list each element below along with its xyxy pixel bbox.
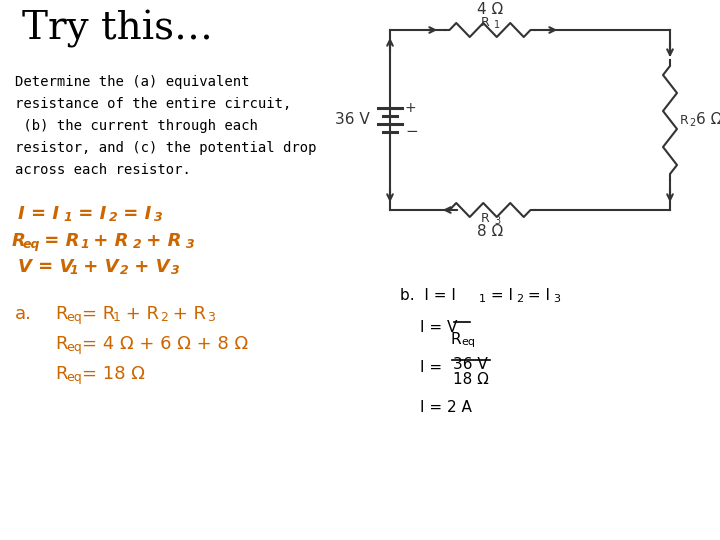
- Text: eq: eq: [66, 341, 82, 354]
- Text: + R: + R: [167, 305, 206, 323]
- Text: 18 Ω: 18 Ω: [453, 372, 489, 387]
- Text: eq: eq: [23, 238, 40, 251]
- Text: V = V: V = V: [18, 258, 73, 276]
- Text: I = 2 A: I = 2 A: [420, 400, 472, 415]
- Text: + R: + R: [87, 232, 128, 250]
- Text: R: R: [481, 16, 490, 29]
- Text: + R: + R: [120, 305, 159, 323]
- Text: −: −: [405, 125, 418, 139]
- Text: resistor, and (c) the potential drop: resistor, and (c) the potential drop: [15, 141, 317, 155]
- Text: 1: 1: [80, 238, 89, 251]
- Text: = I: = I: [72, 205, 107, 223]
- Text: I = I: I = I: [18, 205, 59, 223]
- Text: 8 Ω: 8 Ω: [477, 225, 503, 240]
- Text: R: R: [55, 305, 68, 323]
- Text: + V: + V: [77, 258, 119, 276]
- Text: a.: a.: [15, 305, 32, 323]
- Text: +: +: [405, 101, 417, 115]
- Text: + V: + V: [128, 258, 169, 276]
- Text: R: R: [450, 332, 461, 347]
- Text: R: R: [12, 232, 26, 250]
- Text: = R: = R: [82, 305, 115, 323]
- Text: 36 V: 36 V: [335, 112, 369, 127]
- Text: resistance of the entire circuit,: resistance of the entire circuit,: [15, 97, 292, 111]
- Text: 1: 1: [494, 20, 500, 30]
- Text: 6 Ω: 6 Ω: [696, 112, 720, 127]
- Text: 36 V: 36 V: [453, 357, 487, 372]
- Text: = I: = I: [486, 288, 513, 303]
- Text: eq: eq: [66, 371, 82, 384]
- Text: 2: 2: [133, 238, 142, 251]
- Text: 3: 3: [171, 264, 180, 277]
- Text: eq: eq: [66, 311, 82, 324]
- Text: = I: = I: [117, 205, 151, 223]
- Text: 4 Ω: 4 Ω: [477, 3, 503, 17]
- Text: R: R: [481, 212, 490, 225]
- Text: 1: 1: [479, 294, 486, 304]
- Text: I = V: I = V: [420, 320, 457, 335]
- Text: b.  I = I: b. I = I: [400, 288, 456, 303]
- Text: (b) the current through each: (b) the current through each: [15, 119, 258, 133]
- Text: 2: 2: [109, 211, 118, 224]
- Text: = 18 Ω: = 18 Ω: [82, 365, 145, 383]
- Text: 1: 1: [69, 264, 78, 277]
- Text: = I: = I: [523, 288, 550, 303]
- Text: eq: eq: [461, 337, 475, 347]
- Text: 2: 2: [689, 118, 696, 128]
- Text: = 4 Ω + 6 Ω + 8 Ω: = 4 Ω + 6 Ω + 8 Ω: [82, 335, 248, 353]
- Text: 3: 3: [494, 216, 500, 226]
- Text: R: R: [680, 113, 689, 126]
- Text: 1: 1: [113, 311, 121, 324]
- Text: R: R: [55, 335, 68, 353]
- Text: 2: 2: [160, 311, 168, 324]
- Text: 3: 3: [186, 238, 194, 251]
- Text: I =: I =: [420, 360, 447, 375]
- Text: 2: 2: [516, 294, 523, 304]
- Text: = R: = R: [38, 232, 79, 250]
- Text: 3: 3: [553, 294, 560, 304]
- Text: Try this…: Try this…: [22, 10, 213, 48]
- Text: 3: 3: [154, 211, 163, 224]
- Text: R: R: [55, 365, 68, 383]
- Text: 1: 1: [63, 211, 72, 224]
- Text: 3: 3: [207, 311, 215, 324]
- Text: across each resistor.: across each resistor.: [15, 163, 191, 177]
- Text: 2: 2: [120, 264, 129, 277]
- Text: + R: + R: [140, 232, 181, 250]
- Text: Determine the (a) equivalent: Determine the (a) equivalent: [15, 75, 250, 89]
